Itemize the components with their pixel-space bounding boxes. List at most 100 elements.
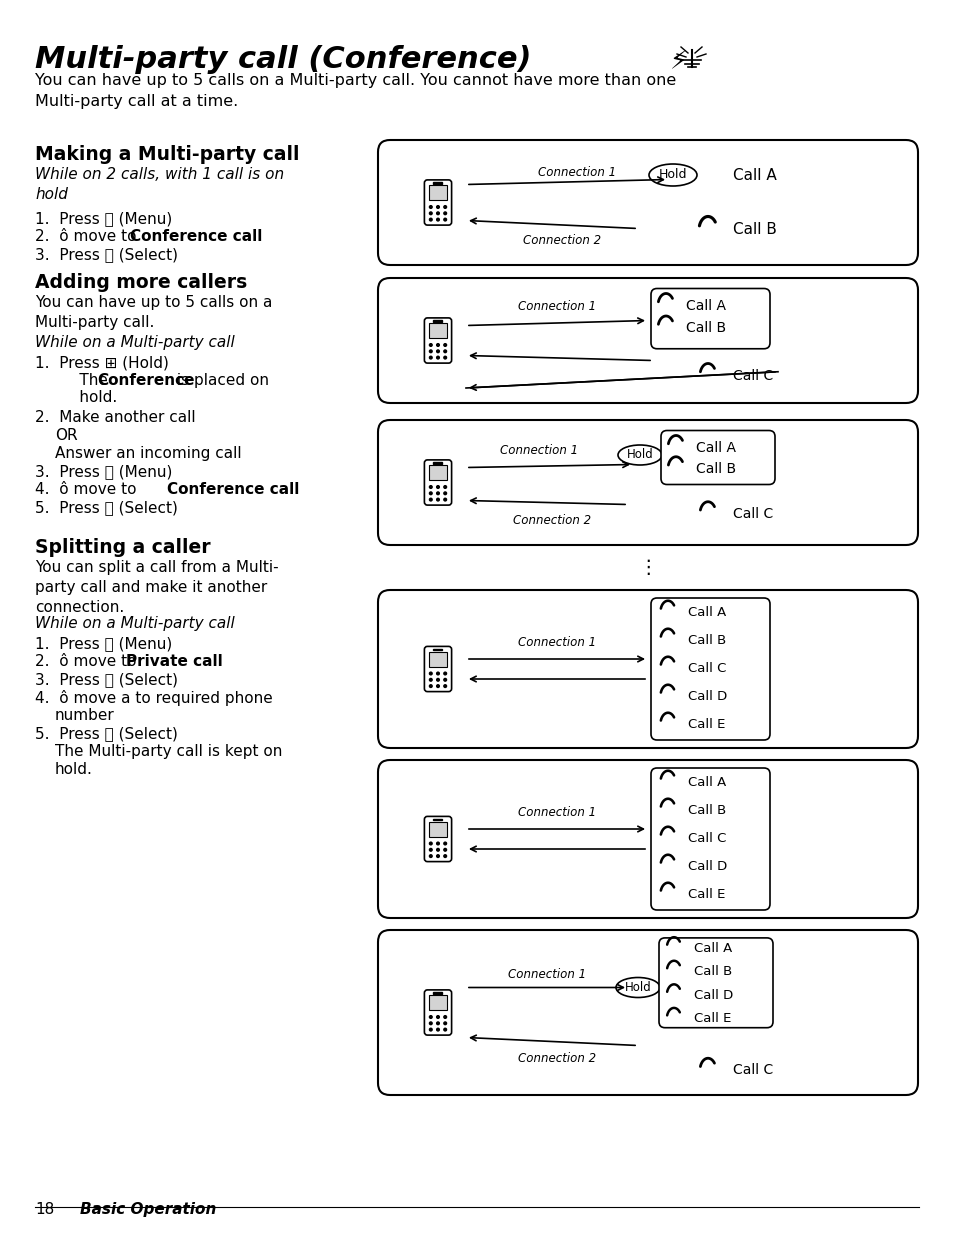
Ellipse shape xyxy=(648,164,697,186)
Text: Connection 1: Connection 1 xyxy=(517,806,596,819)
Text: 3.  Press Ⓞ (Select): 3. Press Ⓞ (Select) xyxy=(35,672,178,687)
Text: Connection 2: Connection 2 xyxy=(513,514,591,528)
Circle shape xyxy=(436,855,439,858)
Text: Call B: Call B xyxy=(685,321,725,335)
Text: Connection 1: Connection 1 xyxy=(517,636,596,649)
Text: 1.  Press Ⓞ (Menu): 1. Press Ⓞ (Menu) xyxy=(35,210,172,227)
Circle shape xyxy=(436,350,439,352)
Text: Call D: Call D xyxy=(687,690,726,702)
Text: hold.: hold. xyxy=(55,390,117,405)
Text: 5.  Press Ⓞ (Select): 5. Press Ⓞ (Select) xyxy=(35,500,177,515)
Text: number: number xyxy=(55,708,114,723)
Circle shape xyxy=(436,842,439,845)
Ellipse shape xyxy=(618,444,661,464)
Text: Connection 2: Connection 2 xyxy=(522,234,600,248)
Circle shape xyxy=(436,848,439,852)
Text: Hold: Hold xyxy=(624,981,651,994)
Circle shape xyxy=(429,486,432,488)
Circle shape xyxy=(429,498,432,500)
Circle shape xyxy=(443,356,446,359)
Text: Conference call: Conference call xyxy=(167,482,299,497)
Text: 2.  ô move to: 2. ô move to xyxy=(35,229,141,244)
Text: Call A: Call A xyxy=(693,941,732,955)
Bar xyxy=(433,182,442,184)
Circle shape xyxy=(429,842,432,845)
Text: 1.  Press Ⓞ (Menu): 1. Press Ⓞ (Menu) xyxy=(35,636,172,651)
Circle shape xyxy=(429,1022,432,1025)
Circle shape xyxy=(429,350,432,352)
Bar xyxy=(429,822,446,837)
Bar xyxy=(433,819,442,820)
Circle shape xyxy=(436,679,439,681)
FancyBboxPatch shape xyxy=(660,431,774,484)
Text: ⚡: ⚡ xyxy=(669,50,687,73)
Circle shape xyxy=(429,344,432,346)
Text: While on a Multi-party call: While on a Multi-party call xyxy=(35,616,234,631)
Text: Connection 1: Connection 1 xyxy=(500,444,578,457)
Text: Connection 1: Connection 1 xyxy=(517,300,596,312)
Circle shape xyxy=(436,486,439,488)
Bar xyxy=(433,649,442,650)
Circle shape xyxy=(429,356,432,359)
Bar xyxy=(429,466,446,481)
Circle shape xyxy=(443,1028,446,1031)
Circle shape xyxy=(429,685,432,687)
Text: 18: 18 xyxy=(35,1201,54,1218)
Text: The: The xyxy=(55,374,112,388)
Circle shape xyxy=(443,344,446,346)
Text: is placed on: is placed on xyxy=(172,374,269,388)
Circle shape xyxy=(429,848,432,852)
Circle shape xyxy=(436,205,439,208)
Circle shape xyxy=(436,218,439,220)
Text: You can split a call from a Multi-
party call and make it another
connection.: You can split a call from a Multi- party… xyxy=(35,560,278,615)
Text: Call A: Call A xyxy=(687,776,725,788)
Circle shape xyxy=(443,1022,446,1025)
Text: 3.  Press Ⓞ (Menu): 3. Press Ⓞ (Menu) xyxy=(35,464,172,479)
Circle shape xyxy=(443,672,446,675)
FancyBboxPatch shape xyxy=(424,646,451,692)
Text: 4.  ô move to: 4. ô move to xyxy=(35,482,141,497)
Bar xyxy=(433,992,442,994)
Circle shape xyxy=(429,218,432,220)
Circle shape xyxy=(436,1028,439,1031)
Bar xyxy=(429,651,446,667)
FancyBboxPatch shape xyxy=(424,817,451,862)
Text: Hold: Hold xyxy=(659,168,686,182)
Text: Call B: Call B xyxy=(732,223,776,238)
Bar xyxy=(429,995,446,1011)
Circle shape xyxy=(436,1022,439,1025)
Text: Conference: Conference xyxy=(97,374,194,388)
Text: Call A: Call A xyxy=(687,605,725,619)
Text: Call A: Call A xyxy=(696,441,735,454)
Text: Call A: Call A xyxy=(732,168,776,183)
Text: Multi-party call (Conference): Multi-party call (Conference) xyxy=(35,45,531,73)
Circle shape xyxy=(429,492,432,494)
Text: ⋮: ⋮ xyxy=(638,558,657,576)
Text: Call C: Call C xyxy=(687,832,725,844)
Circle shape xyxy=(443,218,446,220)
Text: Call C: Call C xyxy=(732,1063,773,1077)
Bar xyxy=(429,186,446,200)
Text: Connection 1: Connection 1 xyxy=(537,167,616,179)
FancyBboxPatch shape xyxy=(659,937,772,1027)
Text: Call A: Call A xyxy=(685,299,725,312)
Circle shape xyxy=(436,685,439,687)
Circle shape xyxy=(429,855,432,858)
Text: Call D: Call D xyxy=(687,859,726,873)
Text: 2.  Make another call: 2. Make another call xyxy=(35,410,195,425)
Text: Call D: Call D xyxy=(693,989,733,1002)
Text: 4.  ô move a to required phone: 4. ô move a to required phone xyxy=(35,690,273,706)
Circle shape xyxy=(436,344,439,346)
Circle shape xyxy=(443,1016,446,1018)
Text: Private call: Private call xyxy=(126,654,222,669)
Text: 1.  Press ⊞ (Hold): 1. Press ⊞ (Hold) xyxy=(35,355,169,370)
Text: You can have up to 5 calls on a
Multi-party call.: You can have up to 5 calls on a Multi-pa… xyxy=(35,295,273,330)
Bar xyxy=(429,324,446,339)
Circle shape xyxy=(443,679,446,681)
Text: Splitting a caller: Splitting a caller xyxy=(35,538,211,557)
Text: Call E: Call E xyxy=(687,717,724,731)
FancyBboxPatch shape xyxy=(424,317,451,364)
FancyBboxPatch shape xyxy=(650,768,769,910)
Text: Connection 1: Connection 1 xyxy=(507,969,585,981)
Text: Answer an incoming call: Answer an incoming call xyxy=(55,446,241,461)
